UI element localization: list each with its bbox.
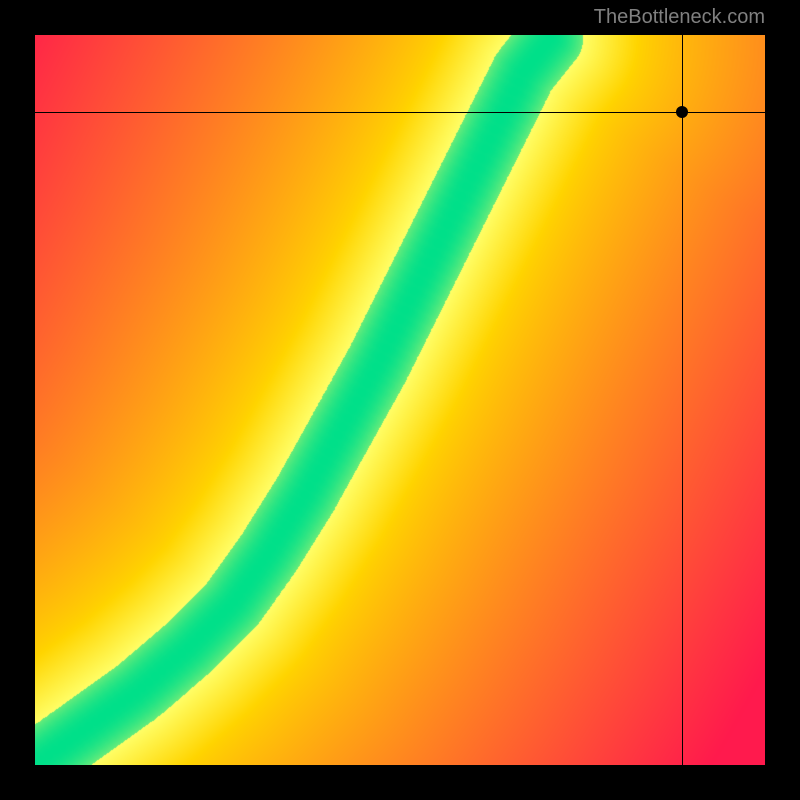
heatmap-canvas: [35, 35, 765, 765]
crosshair-horizontal: [35, 112, 765, 113]
crosshair-marker: [676, 106, 688, 118]
watermark-text: TheBottleneck.com: [594, 6, 765, 29]
heatmap-plot: [35, 35, 765, 765]
crosshair-vertical: [682, 35, 683, 765]
